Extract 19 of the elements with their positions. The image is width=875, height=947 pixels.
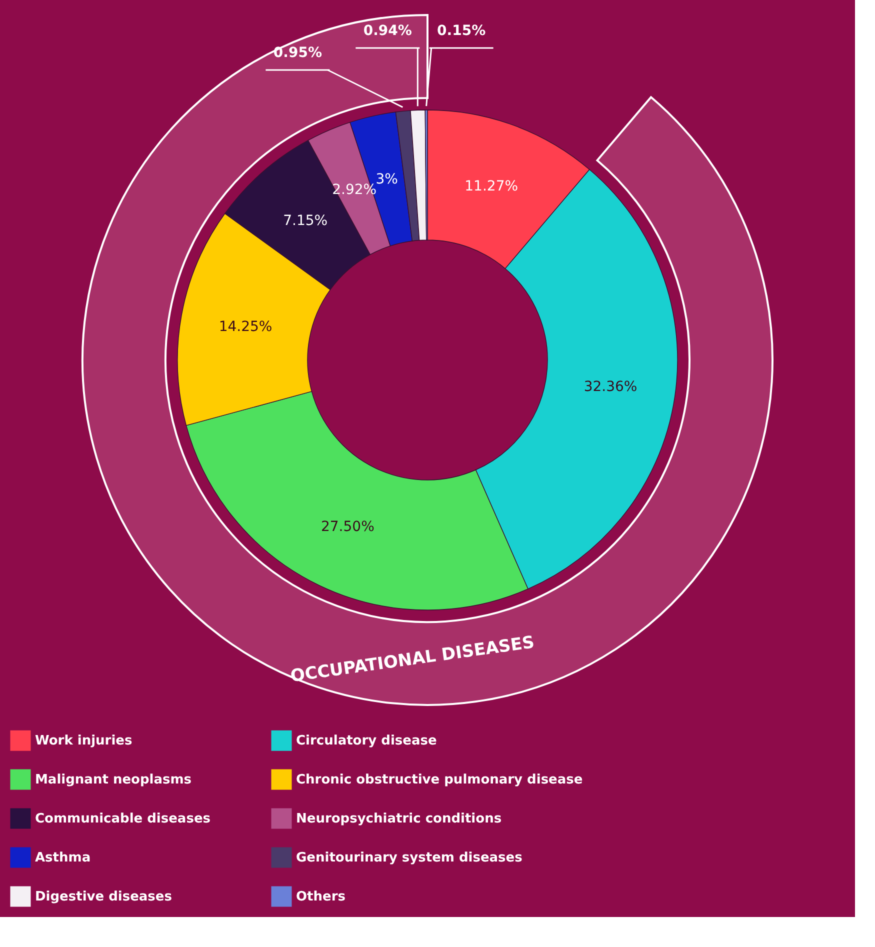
data-label: 0.94%	[363, 23, 412, 39]
legend-label: Asthma	[35, 850, 91, 866]
data-label: 0.95%	[273, 45, 322, 61]
legend-label: Work injuries	[35, 734, 132, 749]
legend-label: Malignant neoplasms	[35, 772, 192, 788]
legend-label: Chronic obstructive pulmonary disease	[296, 772, 583, 788]
legend-label: Digestive diseases	[35, 890, 172, 904]
legend-label: Genitourinary system diseases	[296, 850, 523, 866]
data-label: 27.50%	[320, 518, 374, 535]
legend-label: Neuropsychiatric conditions	[296, 812, 502, 826]
legend-label: Circulatory disease	[296, 734, 437, 749]
data-label: 32.36%	[584, 378, 638, 395]
data-label: 14.25%	[218, 318, 272, 335]
legend-label: Others	[296, 890, 346, 904]
data-label: 3%	[376, 172, 398, 188]
data-label: 0.15%	[437, 23, 486, 39]
data-label: 7.15%	[283, 213, 328, 230]
legend-label: Communicable diseases	[35, 812, 211, 826]
data-label: 11.27%	[464, 178, 518, 194]
